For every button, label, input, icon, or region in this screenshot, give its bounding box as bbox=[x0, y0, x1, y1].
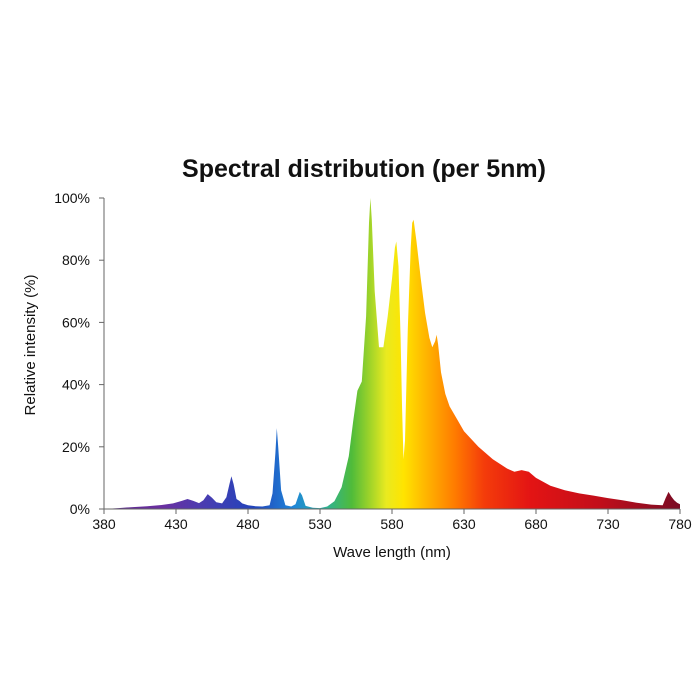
y-tick-label: 100% bbox=[54, 190, 90, 206]
spectrum-area-series-0 bbox=[104, 198, 680, 509]
x-tick-label: 530 bbox=[308, 516, 332, 532]
x-tick-label: 780 bbox=[668, 516, 692, 532]
y-tick-label: 40% bbox=[62, 377, 90, 393]
x-tick-label: 580 bbox=[380, 516, 404, 532]
x-tick-label: 430 bbox=[164, 516, 188, 532]
data-layer bbox=[104, 198, 680, 509]
x-tick-label: 680 bbox=[524, 516, 548, 532]
y-tick-label: 20% bbox=[62, 439, 90, 455]
x-tick-label: 730 bbox=[596, 516, 620, 532]
x-tick-label: 480 bbox=[236, 516, 260, 532]
chart-title: Spectral distribution (per 5nm) bbox=[182, 155, 546, 183]
y-axis-label: Relative intensity (%) bbox=[22, 275, 39, 416]
y-tick-label: 0% bbox=[70, 501, 90, 517]
y-tick-label: 60% bbox=[62, 314, 90, 330]
y-tick-label: 80% bbox=[62, 252, 90, 268]
y-axis-ticks: 0% 20% 40% 60% 80% 100% bbox=[54, 190, 104, 517]
x-tick-label: 380 bbox=[92, 516, 116, 532]
x-tick-label: 630 bbox=[452, 516, 476, 532]
x-axis-ticks: 380 430 480 530 580 630 680 730 780 bbox=[92, 509, 692, 532]
x-axis-label: Wave length (nm) bbox=[333, 544, 451, 561]
